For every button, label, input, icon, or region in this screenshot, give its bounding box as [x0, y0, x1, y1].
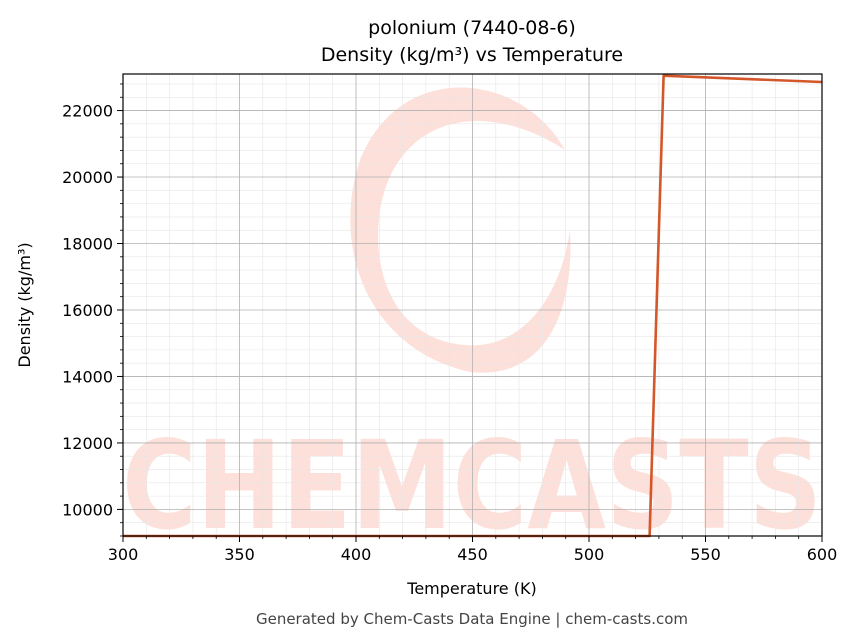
- x-tick-label: 300: [108, 545, 139, 564]
- y-tick-label: 16000: [62, 301, 113, 320]
- watermark: CHEMCASTS: [122, 87, 822, 557]
- x-axis: 300 350 400 450 500 550 600: [108, 536, 838, 564]
- x-tick-label: 400: [341, 545, 372, 564]
- y-tick-label: 12000: [62, 434, 113, 453]
- y-tick-label: 18000: [62, 235, 113, 254]
- chart-title: polonium (7440-08-6): [368, 17, 576, 39]
- chart-subtitle: Density (kg/m³) vs Temperature: [321, 44, 623, 66]
- x-tick-label: 550: [690, 545, 721, 564]
- x-tick-label: 600: [807, 545, 838, 564]
- y-axis: 10000 12000 14000 16000 18000 20000 22000: [62, 83, 123, 537]
- x-tick-label: 350: [224, 545, 255, 564]
- x-tick-label: 450: [457, 545, 488, 564]
- y-tick-label: 10000: [62, 500, 113, 519]
- y-tick-label: 14000: [62, 367, 113, 386]
- x-axis-label: Temperature (K): [406, 579, 536, 598]
- footer-credit: Generated by Chem-Casts Data Engine | ch…: [256, 610, 688, 628]
- y-axis-label: Density (kg/m³): [15, 242, 34, 367]
- x-tick-label: 500: [574, 545, 605, 564]
- y-tick-label: 22000: [62, 102, 113, 121]
- y-tick-label: 20000: [62, 168, 113, 187]
